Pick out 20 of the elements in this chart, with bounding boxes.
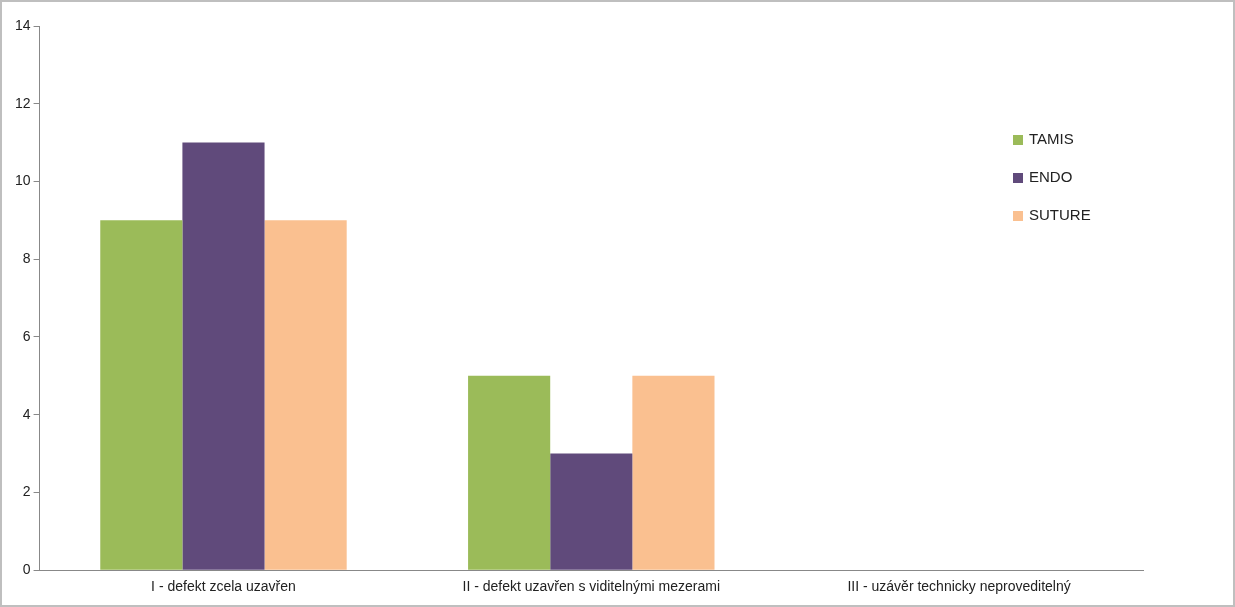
bar	[550, 453, 633, 570]
bar	[632, 375, 715, 570]
y-tick-label: 12	[14, 94, 31, 111]
y-tick-label: 4	[22, 405, 31, 422]
y-tick-label: 8	[22, 250, 31, 267]
legend-label: ENDO	[1029, 168, 1073, 186]
y-tick-label: 2	[22, 483, 31, 500]
bar	[100, 220, 183, 570]
legend-label: SUTURE	[1029, 206, 1091, 224]
y-tick-label: 0	[22, 561, 31, 578]
legend-label: TAMIS	[1029, 130, 1074, 148]
bar	[182, 142, 265, 570]
bar	[264, 220, 347, 570]
x-tick-label: I - defekt zcela uzavřen	[151, 578, 296, 595]
x-tick-label: III - uzávěr technicky neproveditelný	[847, 578, 1071, 595]
x-tick-label: II - defekt uzavřen s viditelnými mezerami	[462, 578, 721, 595]
y-tick-label: 6	[22, 327, 31, 344]
bar	[468, 375, 551, 570]
y-tick-label: 10	[14, 172, 31, 189]
y-tick-label: 14	[14, 16, 31, 33]
